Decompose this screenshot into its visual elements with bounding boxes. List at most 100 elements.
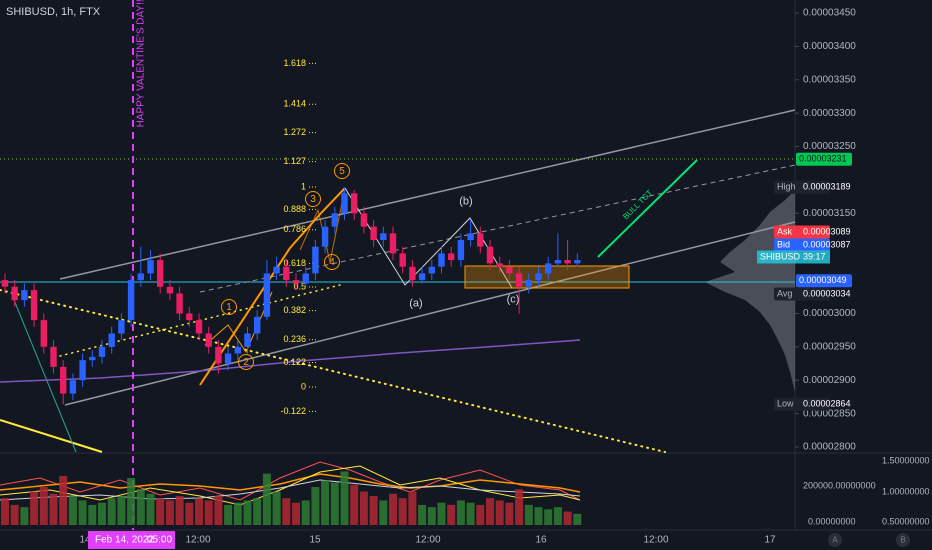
volume-bar (282, 498, 291, 525)
volume-bar (68, 495, 77, 525)
volume-bar (563, 511, 572, 525)
fib-label: 1.272 (283, 127, 306, 137)
candle-body (108, 333, 115, 347)
volume-bar (146, 493, 155, 525)
wave-label: 3 (310, 194, 316, 205)
volume-bar (88, 504, 97, 525)
oscillator (0, 479, 581, 501)
y-tick-label: 0.00002900 (803, 375, 856, 386)
fib-label: 0.786 (283, 224, 306, 234)
candle-body (312, 246, 319, 274)
x-tick-label: 17 (764, 535, 776, 546)
volume-bar (233, 502, 242, 525)
candle-body (137, 273, 144, 281)
trend-line (0, 419, 103, 453)
symbol-name: SHIBUSD (760, 251, 801, 261)
volume-bar (272, 491, 281, 525)
volume-bar (505, 502, 514, 525)
axis-button[interactable] (828, 533, 842, 547)
candle-body (370, 226, 377, 241)
candle-body (545, 263, 552, 274)
candle-body (69, 380, 77, 394)
volume-bar (214, 495, 223, 525)
trend-line (0, 289, 666, 453)
candle-body (234, 346, 241, 354)
x-tick-label: 12:00 (415, 535, 440, 546)
wave-label: 4 (329, 257, 335, 268)
candle-body (496, 263, 503, 267)
candle-body (40, 320, 47, 347)
volume-bar (165, 500, 174, 525)
candle-body (525, 280, 532, 287)
volume-bar (398, 498, 407, 525)
fib-label: 1.127 (283, 156, 306, 166)
volume-axis-label: 0.50000000 (882, 516, 930, 526)
candle-body (360, 213, 368, 227)
price-marker-name: Ask (777, 226, 793, 236)
axis-button-label[interactable]: B (900, 536, 905, 545)
wave-circle (334, 163, 350, 179)
volume-axis-label: 1.50000000 (882, 455, 930, 465)
price-marker-name: High (777, 182, 796, 192)
volume-bar (495, 500, 504, 525)
wave-label: (a) (409, 297, 422, 309)
oscillator (0, 473, 581, 493)
wave-line (199, 187, 346, 386)
fib-label: 0.618 (283, 258, 306, 268)
oscillator (0, 461, 581, 501)
candle-body (89, 356, 96, 361)
candle-body (215, 346, 222, 364)
volume-bar (107, 498, 116, 525)
candle-body (477, 233, 484, 247)
crosshair-date: Feb 14, 2022 (95, 535, 154, 546)
candle-body (535, 273, 542, 281)
y-tick-label: 0.00003400 (803, 41, 856, 52)
volume-bar (30, 491, 39, 525)
volume-bar (544, 509, 553, 525)
candle-body (273, 266, 280, 274)
candle-body (302, 273, 309, 284)
volume-bar (524, 504, 533, 525)
volume-bar (321, 480, 330, 525)
volume-bar (253, 498, 262, 525)
volume-bar (175, 495, 184, 525)
y-tick-label: 0.00003450 (803, 8, 856, 19)
fib-label: 0.122 (283, 357, 306, 367)
x-tick-label: 14 (79, 535, 91, 546)
candle-body (574, 260, 581, 264)
volume-bar (456, 500, 465, 525)
price-marker-label: 0.00003231 (799, 154, 847, 164)
x-tick-label: 16 (535, 535, 547, 546)
volume-bar (466, 502, 475, 525)
candle-body (254, 316, 261, 334)
price-marker (774, 287, 830, 301)
candle-body (244, 333, 251, 347)
fib-label: 0.236 (283, 334, 306, 344)
wave-label: (b) (459, 195, 472, 207)
volume-axis-label: 0.00000000 (808, 516, 856, 526)
volume-bar (224, 504, 233, 525)
volume-bar (185, 502, 194, 525)
symbol-tag (757, 250, 830, 264)
candle-body (50, 346, 57, 367)
volume-axis-label: 1.00000000 (882, 486, 930, 496)
volume-bar (1, 498, 9, 525)
candle-body (418, 273, 426, 281)
candle-body (21, 290, 28, 301)
volume-bar (486, 498, 494, 525)
volume-bar (136, 489, 145, 525)
axis-button[interactable] (896, 533, 910, 547)
symbol-timer: 39:17 (803, 251, 826, 261)
candle-body (428, 266, 435, 274)
candle-body (467, 233, 474, 241)
price-marker-label: 0.00003034 (803, 288, 851, 298)
axis-button-label[interactable]: A (832, 536, 838, 545)
volume-bar (156, 498, 165, 525)
y-tick-label: 0.00003150 (803, 208, 856, 219)
price-marker-name: Low (777, 399, 794, 409)
price-marker-name: Bid (777, 239, 790, 249)
candle-body (186, 313, 193, 321)
candle-body (515, 273, 523, 287)
candle-body (438, 253, 445, 267)
